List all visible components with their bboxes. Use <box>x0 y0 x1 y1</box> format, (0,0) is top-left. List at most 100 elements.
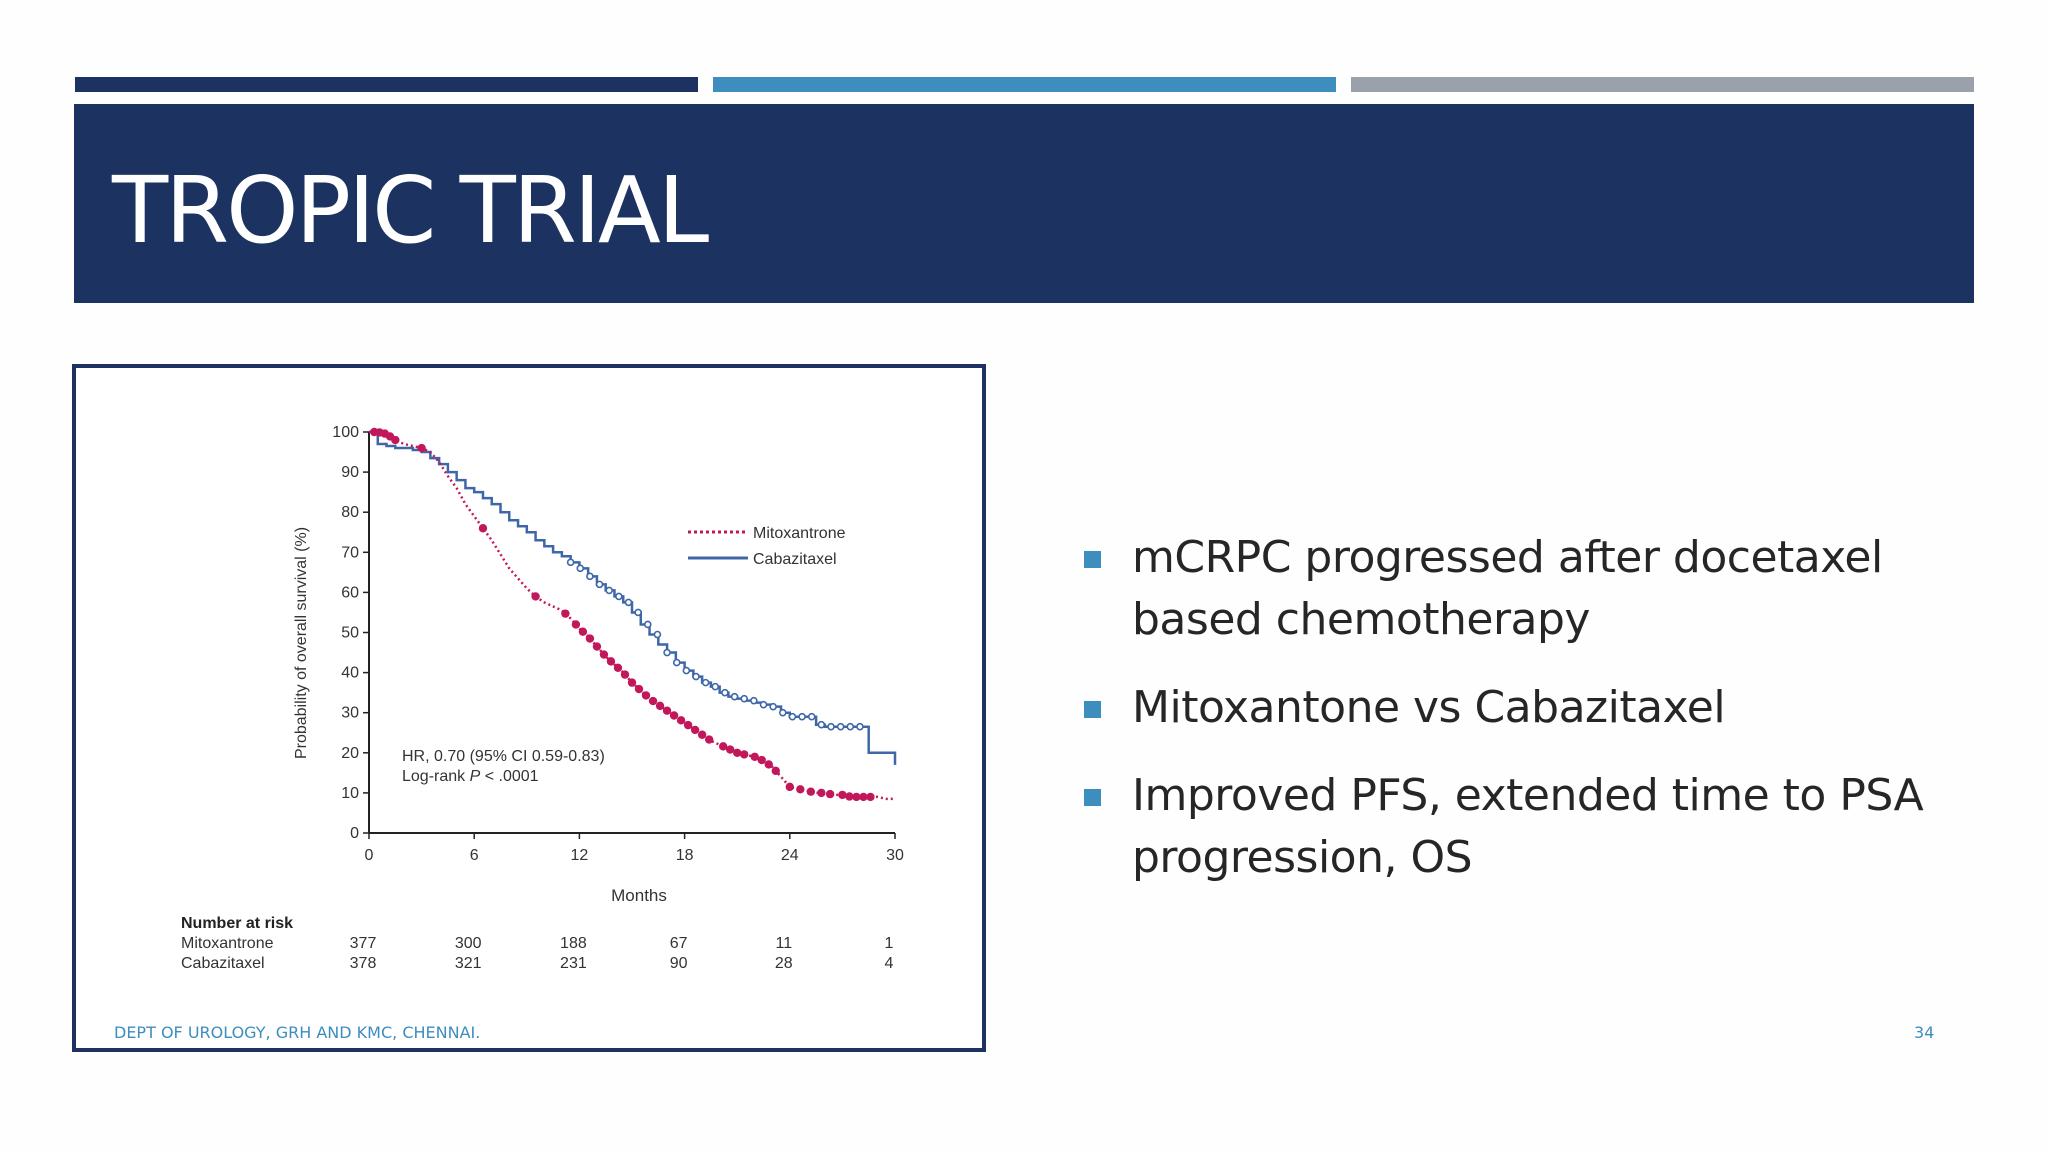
censor-mark-mitoxantrone <box>866 792 875 802</box>
chart-figure: Probability of overall survival (%) Mont… <box>72 364 986 1052</box>
y-tick-label: 20 <box>341 745 359 762</box>
censor-mark-cabazitaxel <box>605 586 614 595</box>
censor-mark-mitoxantrone <box>718 742 728 751</box>
censor-mark-mitoxantrone <box>859 792 868 802</box>
censor-mark-mitoxantrone <box>725 745 735 754</box>
censor-mark-mitoxantrone <box>806 787 816 796</box>
censor-mark-cabazitaxel <box>798 712 806 721</box>
page-number: 34 <box>1914 1023 1935 1042</box>
censor-mark-mitoxantrone <box>704 735 714 744</box>
censor-mark-mitoxantrone <box>391 435 400 445</box>
censor-mark-mitoxantrone <box>641 691 651 700</box>
y-tick-label: 30 <box>341 705 359 722</box>
accent-bar-blue <box>713 77 1336 92</box>
accent-bar-dark <box>75 77 698 92</box>
censor-mark-mitoxantrone <box>592 642 602 651</box>
censor-mark-mitoxantrone <box>578 627 588 636</box>
censor-mark-cabazitaxel <box>672 658 681 667</box>
censor-mark-mitoxantrone <box>750 752 759 762</box>
censor-mark-mitoxantrone <box>845 792 854 801</box>
risk-value-cell: 28 <box>775 955 793 972</box>
bullet-item: mCRPC progressed after docetaxel based c… <box>1082 527 1962 651</box>
censor-mark-mitoxantrone <box>627 678 637 687</box>
censor-mark-cabazitaxel <box>730 692 739 701</box>
censor-mark-cabazitaxel <box>807 712 816 721</box>
x-axis-label: Months <box>611 886 667 905</box>
x-tick-label: 6 <box>470 847 479 864</box>
bullet-list: mCRPC progressed after docetaxel based c… <box>1082 527 1962 915</box>
bullet-text: Improved PFS, extended time to PSA progr… <box>1132 770 1924 883</box>
censor-mark-cabazitaxel <box>788 712 797 721</box>
bullet-item: Mitoxantone vs Cabazitaxel <box>1082 677 1962 739</box>
censor-mark-mitoxantrone <box>571 620 581 629</box>
x-tick-label: 12 <box>571 847 589 864</box>
censor-mark-cabazitaxel <box>634 608 642 617</box>
censor-mark-mitoxantrone <box>757 755 766 765</box>
legend-label-cabazitaxel: Cabazitaxel <box>753 551 837 568</box>
bullet-text: Mitoxantone vs Cabazitaxel <box>1132 682 1726 733</box>
censor-mark-cabazitaxel <box>615 592 623 601</box>
risk-value-cell: 321 <box>455 955 482 972</box>
censor-mark-mitoxantrone <box>478 524 488 533</box>
censor-mark-cabazitaxel <box>566 558 575 567</box>
risk-value-cell: 1 <box>885 935 894 952</box>
censor-mark-cabazitaxel <box>663 648 671 657</box>
censor-mark-mitoxantrone <box>599 650 609 659</box>
censor-mark-mitoxantrone <box>683 720 693 730</box>
y-tick-label: 10 <box>341 785 359 802</box>
y-tick-label: 70 <box>341 544 359 561</box>
censor-mark-cabazitaxel <box>721 688 729 697</box>
censor-mark-cabazitaxel <box>682 666 691 675</box>
footer-text: DEPT OF UROLOGY, GRH AND KMC, CHENNAI. <box>114 1023 481 1042</box>
censor-mark-mitoxantrone <box>817 788 826 798</box>
square-bullet-icon <box>1084 551 1101 568</box>
square-bullet-icon <box>1084 701 1101 718</box>
bullet-text: mCRPC progressed after docetaxel based c… <box>1132 532 1883 645</box>
censor-mark-cabazitaxel <box>750 696 758 705</box>
x-tick-label: 0 <box>365 847 374 864</box>
risk-value-cell: 377 <box>350 935 377 952</box>
censor-mark-cabazitaxel <box>817 720 826 729</box>
censor-mark-mitoxantrone <box>852 792 861 802</box>
y-tick-label: 40 <box>341 665 359 682</box>
risk-value-cell: 300 <box>455 935 482 952</box>
censor-mark-mitoxantrone <box>669 711 679 720</box>
y-tick-label: 80 <box>341 504 359 521</box>
censor-mark-mitoxantrone <box>655 701 665 711</box>
censor-mark-mitoxantrone <box>613 663 623 672</box>
x-tick-label: 24 <box>781 847 799 864</box>
risk-value-cell: 188 <box>560 935 587 952</box>
censor-mark-cabazitaxel <box>701 678 710 687</box>
censor-mark-mitoxantrone <box>764 760 773 769</box>
censor-mark-mitoxantrone <box>620 670 630 679</box>
censor-mark-cabazitaxel <box>836 722 845 731</box>
y-tick-label: 0 <box>350 825 359 842</box>
y-axis-label: Probability of overall survival (%) <box>293 527 310 759</box>
hazard-ratio-annotation: HR, 0.70 (95% CI 0.59-0.83) <box>402 748 605 765</box>
censor-mark-mitoxantrone <box>648 696 658 706</box>
censor-mark-cabazitaxel <box>778 708 787 717</box>
risk-value-cell: 378 <box>350 955 377 972</box>
censor-mark-cabazitaxel <box>711 682 720 691</box>
bullet-item: Improved PFS, extended time to PSA progr… <box>1082 765 1962 889</box>
square-bullet-icon <box>1084 789 1101 806</box>
accent-bar-grey <box>1351 77 1974 92</box>
logrank-annotation: Log-rank P < .0001 <box>402 768 539 785</box>
title-banner <box>74 104 1974 303</box>
censor-mark-cabazitaxel <box>827 722 835 731</box>
censor-mark-cabazitaxel <box>692 672 700 681</box>
series-line-mitoxantrone <box>369 430 895 801</box>
risk-value-cell: 231 <box>560 955 587 972</box>
censor-mark-mitoxantrone <box>825 789 835 799</box>
risk-value-cell: 90 <box>670 955 688 972</box>
censor-mark-cabazitaxel <box>586 572 594 581</box>
censor-mark-cabazitaxel <box>595 580 604 589</box>
censor-mark-cabazitaxel <box>856 722 864 731</box>
censor-mark-cabazitaxel <box>653 630 662 639</box>
censor-mark-cabazitaxel <box>769 702 777 711</box>
censor-mark-mitoxantrone <box>662 706 672 715</box>
risk-value-cell: 11 <box>775 935 792 952</box>
censor-mark-mitoxantrone <box>531 592 540 601</box>
series-line-cabazitaxel <box>369 430 897 765</box>
censor-mark-cabazitaxel <box>740 694 749 703</box>
